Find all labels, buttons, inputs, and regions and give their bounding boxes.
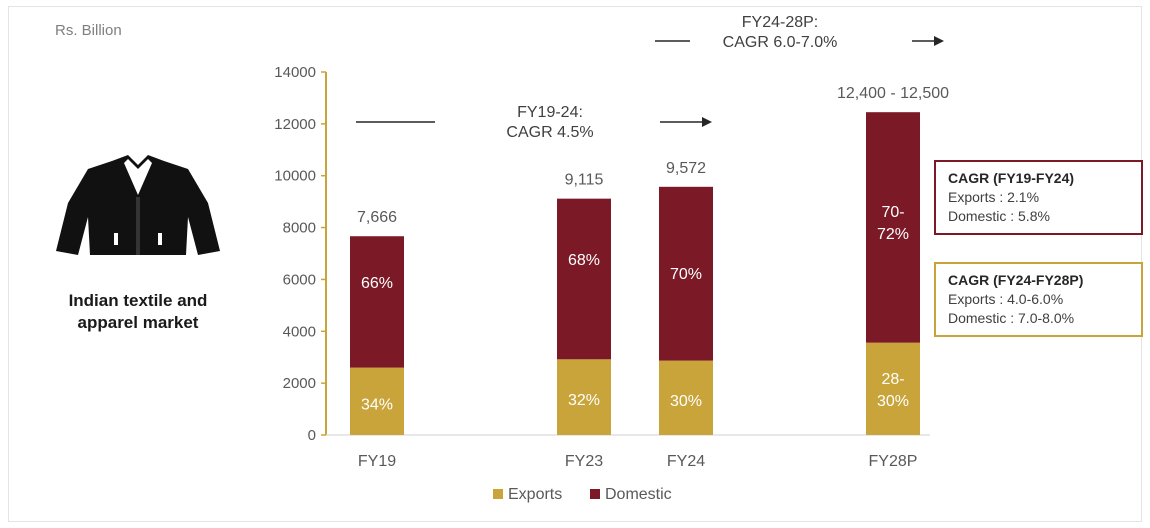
data-label-exports-FY28P: 30% <box>877 393 909 410</box>
bar-exports-FY24 <box>659 360 713 435</box>
total-label-FY19: 7,666 <box>357 209 397 226</box>
growth-label-fy19-24-line2: CAGR 4.5% <box>506 124 594 141</box>
market-label-line2: apparel market <box>77 313 199 332</box>
bar-domestic-FY23 <box>557 198 611 360</box>
legend-swatch-exports <box>493 489 503 499</box>
bar-domestic-FY19 <box>350 236 404 368</box>
arrowhead-icon <box>702 117 712 127</box>
jacket-icon <box>56 155 220 255</box>
y-tick-label: 0 <box>308 427 316 444</box>
bar-exports-FY23 <box>557 359 611 435</box>
data-label-domestic-FY23: 68% <box>568 252 600 269</box>
growth-label-fy24-28p-line1: FY24-28P: <box>741 14 819 31</box>
cagr-box-domestic: Domestic : 5.8% <box>948 208 1050 224</box>
data-label-exports-FY19: 34% <box>361 396 393 413</box>
cagr-box-domestic: Domestic : 7.0-8.0% <box>948 310 1075 326</box>
y-tick-label: 10000 <box>274 168 316 185</box>
growth-label-fy19-24: FY19-24: CAGR 4.5% <box>480 103 620 143</box>
y-tick-label: 12000 <box>274 116 316 133</box>
y-tick-label: 14000 <box>274 64 316 81</box>
y-tick-label: 8000 <box>283 220 316 237</box>
x-tick-label-FY23: FY23 <box>565 453 603 470</box>
y-tick-label: 4000 <box>283 323 316 340</box>
data-label-exports-FY24: 30% <box>670 393 702 410</box>
bar-exports-FY19 <box>350 367 404 435</box>
arrowhead-icon <box>934 36 944 46</box>
bar-domestic-FY28P <box>866 112 920 343</box>
data-label-domestic-FY28P: 72% <box>877 226 909 243</box>
growth-label-fy24-28p: FY24-28P: CAGR 6.0-7.0% <box>700 13 860 53</box>
data-label-domestic-FY19: 66% <box>361 275 393 292</box>
x-tick-label-FY24: FY24 <box>667 453 705 470</box>
cagr-box-exports: Exports : 2.1% <box>948 189 1040 205</box>
bar-exports-FY28P <box>866 342 920 435</box>
data-label-domestic-FY24: 70% <box>670 266 702 283</box>
growth-label-fy19-24-line1: FY19-24: <box>517 104 583 121</box>
cagr-box-fy19-fy24: CAGR (FY19-FY24) Exports : 2.1% Domestic… <box>934 160 1143 235</box>
total-label-FY28P: 12,400 - 12,500 <box>837 85 949 102</box>
x-tick-label-FY28P: FY28P <box>869 453 918 470</box>
cagr-box-title: CAGR (FY24-FY28P) <box>948 272 1084 288</box>
data-label-exports-FY23: 32% <box>568 392 600 409</box>
bar-domestic-FY24 <box>659 186 713 361</box>
cagr-box-title: CAGR (FY19-FY24) <box>948 170 1075 186</box>
total-label-FY24: 9,572 <box>666 160 706 177</box>
legend-label-domestic: Domestic <box>605 486 672 503</box>
y-tick-label: 6000 <box>283 271 316 288</box>
cagr-box-fy24-fy28p: CAGR (FY24-FY28P) Exports : 4.0-6.0% Dom… <box>934 262 1143 337</box>
market-label: Indian textile and apparel market <box>48 290 228 334</box>
cagr-box-exports: Exports : 4.0-6.0% <box>948 291 1064 307</box>
growth-label-fy24-28p-line2: CAGR 6.0-7.0% <box>722 34 838 51</box>
legend-swatch-domestic <box>590 489 600 499</box>
market-label-line1: Indian textile and <box>68 291 208 310</box>
legend-label-exports: Exports <box>508 486 562 503</box>
y-tick-label: 2000 <box>283 375 316 392</box>
x-tick-label-FY19: FY19 <box>358 453 396 470</box>
unit-label: Rs. Billion <box>55 22 122 39</box>
total-label-FY23: 9,115 <box>565 172 604 189</box>
data-label-domestic-FY28P: 70- <box>881 204 904 221</box>
data-label-exports-FY28P: 28- <box>881 371 904 388</box>
